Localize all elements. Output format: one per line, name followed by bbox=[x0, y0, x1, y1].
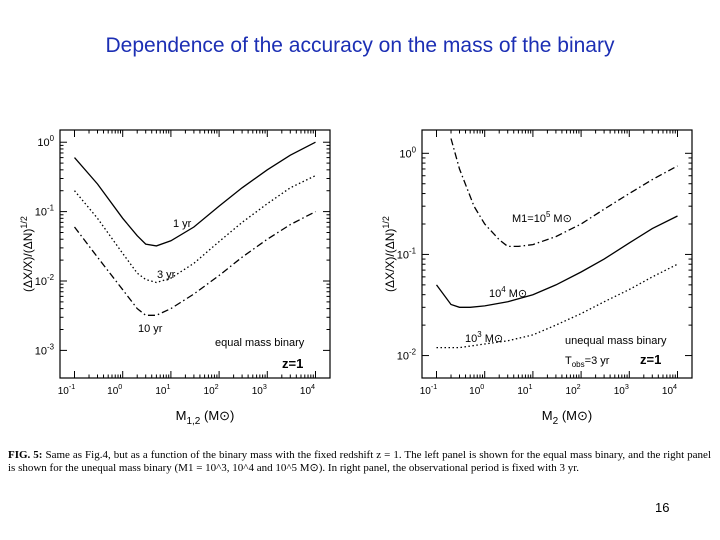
x-tick-label: 101 bbox=[517, 382, 532, 397]
series-line bbox=[73, 211, 316, 316]
y-tick-label: 100 bbox=[399, 145, 416, 160]
y-tick-label: 10-2 bbox=[35, 273, 54, 288]
y-tick-label: 10-1 bbox=[35, 204, 55, 219]
figure-caption: FIG. 5: Same as Fig.4, but as a function… bbox=[8, 449, 711, 475]
x-tick-label: 102 bbox=[204, 382, 219, 397]
x-tick-label: 104 bbox=[662, 382, 677, 397]
annotation-redshift: z=1 bbox=[640, 352, 661, 367]
y-tick-label: 10-1 bbox=[397, 246, 417, 261]
plot-frame bbox=[59, 129, 331, 379]
x-tick-label: 103 bbox=[614, 382, 629, 397]
series-line bbox=[436, 263, 678, 349]
series-label: 103 M⊙ bbox=[465, 330, 503, 345]
caption-text: Same as Fig.4, but as a function of the … bbox=[8, 449, 711, 474]
annotation-binary-type: equal mass binary bbox=[215, 337, 305, 349]
x-tick-label: 10-1 bbox=[420, 382, 438, 397]
x-axis-label: M2 (M⊙) bbox=[542, 408, 592, 427]
series-line bbox=[450, 138, 678, 248]
x-tick-label: 104 bbox=[300, 382, 315, 397]
series-label: 10 yr bbox=[138, 323, 163, 335]
annotation-binary-type: unequal mass binary bbox=[565, 335, 667, 347]
series-line bbox=[74, 175, 316, 284]
page-number: 16 bbox=[655, 500, 670, 515]
series-label: 3 yr bbox=[157, 269, 176, 281]
x-tick-label: 101 bbox=[155, 382, 170, 397]
annotation-observation-period: Tobs=3 yr bbox=[565, 355, 610, 369]
x-axis-label: M1,2 (M⊙) bbox=[176, 408, 235, 427]
left-panel-chart: 10-1 100 101 102 103 104 100 10-1 10-2 10-3 M1,2 (… bbox=[19, 129, 331, 427]
y-axis-label: (ΔX/X)/(ΔN)1/2 bbox=[19, 216, 35, 292]
right-panel-chart: 10-1 100 101 102 103 104 100 10-1 10-2 M2 (M⊙) (ΔX… bbox=[381, 129, 693, 427]
annotation-redshift: z=1 bbox=[282, 356, 303, 371]
x-tick-label: 102 bbox=[566, 382, 581, 397]
series-label: M1=105 M⊙ bbox=[512, 210, 572, 225]
y-tick-label: 10-3 bbox=[35, 342, 55, 357]
x-tick-label: 100 bbox=[107, 382, 122, 397]
y-axis-label: (ΔX/X)/(ΔN)1/2 bbox=[381, 216, 397, 292]
caption-label: FIG. 5: bbox=[8, 449, 43, 461]
x-tick-label: 10-1 bbox=[58, 382, 76, 397]
series-line bbox=[435, 215, 678, 308]
series-line bbox=[74, 141, 316, 247]
x-tick-label: 100 bbox=[469, 382, 484, 397]
slide-title: Dependence of the accuracy on the mass o… bbox=[105, 34, 615, 57]
series-label: 1 yr bbox=[173, 218, 192, 230]
series-label: 104 M⊙ bbox=[489, 285, 527, 300]
x-tick-label: 103 bbox=[252, 382, 267, 397]
y-tick-label: 10-2 bbox=[397, 348, 416, 363]
y-tick-label: 100 bbox=[37, 134, 54, 149]
